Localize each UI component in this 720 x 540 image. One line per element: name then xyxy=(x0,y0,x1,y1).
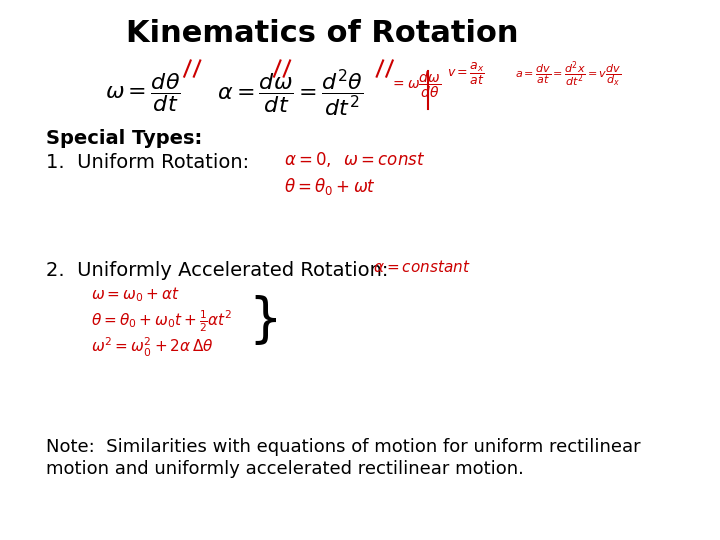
Text: $\omega = \dfrac{d\theta}{dt}$: $\omega = \dfrac{d\theta}{dt}$ xyxy=(104,71,181,114)
Text: 1.  Uniform Rotation:: 1. Uniform Rotation: xyxy=(46,153,249,172)
Text: Note:  Similarities with equations of motion for uniform rectilinear: Note: Similarities with equations of mot… xyxy=(46,438,641,456)
Text: $v = \dfrac{a_x}{at}$: $v = \dfrac{a_x}{at}$ xyxy=(447,61,485,87)
Text: $\omega^2 = \omega_0^2 + 2\alpha\, \Delta\theta$: $\omega^2 = \omega_0^2 + 2\alpha\, \Delt… xyxy=(91,336,214,360)
Text: motion and uniformly accelerated rectilinear motion.: motion and uniformly accelerated rectili… xyxy=(46,460,524,478)
Text: $= \omega \dfrac{d\omega}{d\theta}$: $= \omega \dfrac{d\omega}{d\theta}$ xyxy=(390,70,441,100)
Text: Special Types:: Special Types: xyxy=(46,129,202,148)
Text: $\omega = \omega_0 + \alpha t$: $\omega = \omega_0 + \alpha t$ xyxy=(91,285,180,303)
Text: 2.  Uniformly Accelerated Rotation:: 2. Uniformly Accelerated Rotation: xyxy=(46,260,389,280)
Text: $\alpha = 0 ,\;\; \omega = const$: $\alpha = 0 ,\;\; \omega = const$ xyxy=(284,150,425,170)
Text: $\theta = \theta_0 + \omega_0 t + \frac{1}{2}\alpha t^2$: $\theta = \theta_0 + \omega_0 t + \frac{… xyxy=(91,308,233,334)
Text: $\theta = \theta_0 + \omega t$: $\theta = \theta_0 + \omega t$ xyxy=(284,176,376,197)
Text: $a = \dfrac{dv}{at} = \dfrac{d^2x}{dt^2} = v\dfrac{dv}{d_x}$: $a = \dfrac{dv}{at} = \dfrac{d^2x}{dt^2}… xyxy=(515,59,621,89)
Text: $\alpha = \dfrac{d\omega}{dt} = \dfrac{d^2\theta}{dt^2}$: $\alpha = \dfrac{d\omega}{dt} = \dfrac{d… xyxy=(217,67,364,119)
Text: $\alpha = constant$: $\alpha = constant$ xyxy=(374,259,471,275)
Text: Kinematics of Rotation: Kinematics of Rotation xyxy=(126,19,518,48)
Text: }: } xyxy=(248,295,282,347)
